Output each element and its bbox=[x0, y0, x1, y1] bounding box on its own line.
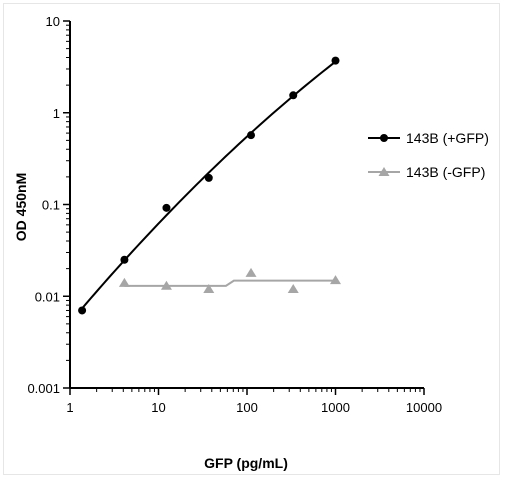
y-tick-label: 10 bbox=[46, 14, 60, 29]
data-point-series-0 bbox=[331, 56, 340, 65]
y-tick-label: 0.01 bbox=[35, 289, 60, 304]
data-point-series-0 bbox=[247, 131, 256, 140]
data-point-series-1 bbox=[287, 283, 299, 293]
x-tick-label: 1 bbox=[66, 400, 73, 415]
data-point-series-0 bbox=[204, 173, 213, 182]
x-tick-label: 10000 bbox=[406, 400, 442, 415]
data-point-series-1 bbox=[245, 267, 257, 277]
data-point-series-1 bbox=[118, 277, 130, 287]
data-markers bbox=[78, 56, 341, 315]
legend-marker-minus-gfp bbox=[378, 167, 390, 176]
axes: 1 10 100 1000 10000 0.001 0.01 0.1 1 10 bbox=[27, 14, 442, 415]
data-point-series-0 bbox=[78, 306, 87, 315]
data-point-series-0 bbox=[162, 203, 171, 212]
legend-label-minus-gfp: 143B (-GFP) bbox=[406, 164, 485, 180]
x-axis-title: GFP (pg/mL) bbox=[204, 455, 288, 471]
x-tick-label: 10 bbox=[151, 400, 165, 415]
y-tick-label: 1 bbox=[53, 106, 60, 121]
y-axis-title: OD 450nM bbox=[13, 173, 29, 241]
data-point-series-0 bbox=[120, 255, 129, 264]
y-tick-label: 0.1 bbox=[42, 198, 60, 213]
y-tick-label: 0.001 bbox=[27, 381, 60, 396]
legend-marker-plus-gfp bbox=[380, 134, 388, 142]
data-point-series-1 bbox=[160, 280, 172, 290]
legend-label-plus-gfp: 143B (+GFP) bbox=[406, 130, 489, 146]
fit-line-series-1 bbox=[124, 279, 336, 287]
fit-line-series-0 bbox=[81, 60, 337, 309]
data-point-series-1 bbox=[330, 275, 341, 285]
chart-frame bbox=[3, 3, 500, 475]
legend: 143B (+GFP) 143B (-GFP) bbox=[368, 130, 489, 180]
data-point-series-1 bbox=[203, 283, 215, 293]
x-tick-label: 1000 bbox=[321, 400, 350, 415]
fit-curves bbox=[81, 60, 337, 309]
data-point-series-0 bbox=[289, 91, 298, 100]
x-tick-label: 100 bbox=[236, 400, 258, 415]
